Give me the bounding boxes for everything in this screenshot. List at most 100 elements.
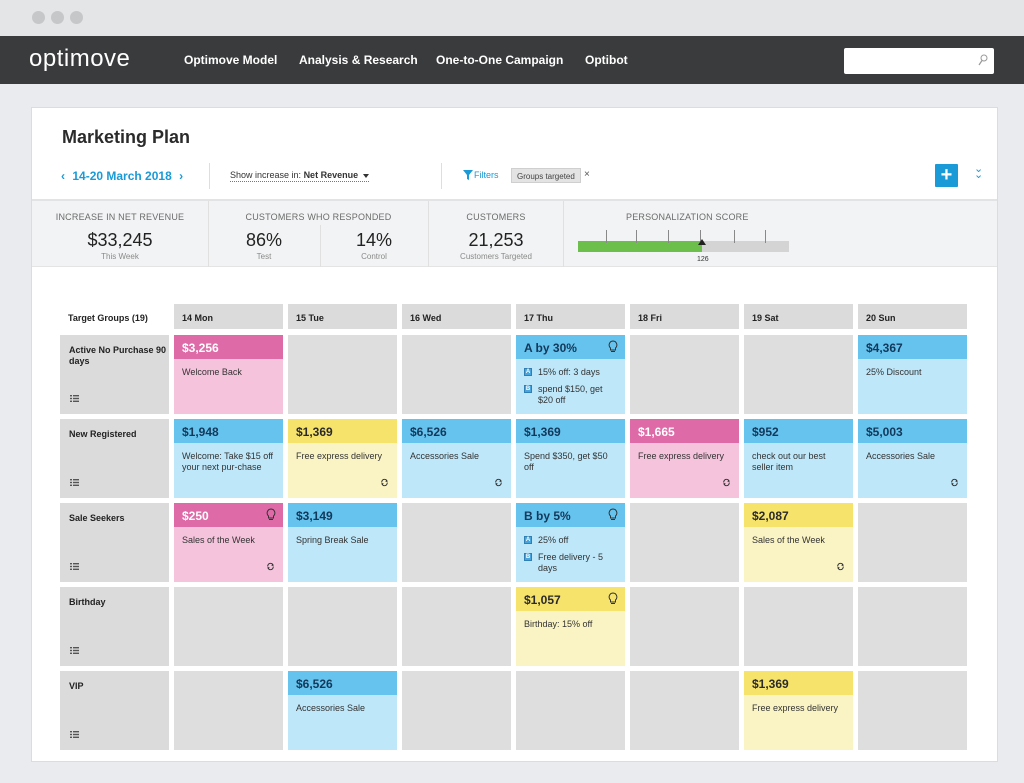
campaign-amount: $1,948 bbox=[174, 419, 283, 443]
empty-cell[interactable] bbox=[744, 587, 853, 666]
target-group-label[interactable]: Active No Purchase 90 days bbox=[60, 335, 169, 414]
empty-cell[interactable] bbox=[174, 671, 283, 750]
stat-personalization: PERSONALIZATION SCORE bbox=[564, 201, 997, 267]
target-group-name: Sale Seekers bbox=[69, 513, 125, 523]
filters-button[interactable]: Filters bbox=[463, 170, 499, 180]
target-group-label[interactable]: Birthday bbox=[60, 587, 169, 666]
add-campaign-button[interactable]: + bbox=[935, 164, 958, 187]
nav-item-optimove-model[interactable]: Optimove Model bbox=[184, 53, 278, 67]
ab-test-option: A 25% off bbox=[524, 535, 617, 546]
empty-cell[interactable] bbox=[858, 503, 967, 582]
campaign-amount: $5,003 bbox=[858, 419, 967, 443]
stats-bar: INCREASE IN NET REVENUE $33,245 This Wee… bbox=[32, 199, 997, 267]
campaign-tile[interactable]: $6,526 Accessories Sale bbox=[402, 419, 511, 498]
empty-cell[interactable] bbox=[630, 335, 739, 414]
search-icon[interactable] bbox=[978, 54, 988, 67]
campaign-tile[interactable]: $1,665 Free express delivery bbox=[630, 419, 739, 498]
show-increase-label: Show increase in: bbox=[230, 170, 302, 180]
list-icon[interactable] bbox=[70, 562, 79, 573]
date-range-picker[interactable]: ‹ 14-20 March 2018 › bbox=[61, 169, 183, 183]
campaign-amount-text: A by 30% bbox=[524, 341, 577, 355]
empty-cell[interactable] bbox=[516, 671, 625, 750]
campaign-tile[interactable]: $250 Sales of the Week bbox=[174, 503, 283, 582]
target-group-label[interactable]: Sale Seekers bbox=[60, 503, 169, 582]
empty-cell[interactable] bbox=[402, 503, 511, 582]
target-group-label[interactable]: New Registered bbox=[60, 419, 169, 498]
empty-cell[interactable] bbox=[288, 335, 397, 414]
variant-text: 25% off bbox=[538, 535, 569, 545]
empty-cell[interactable] bbox=[630, 503, 739, 582]
window-zoom-dot[interactable] bbox=[70, 11, 83, 24]
campaign-tile[interactable]: B by 5% A 25% off B Free delivery - 5 days bbox=[516, 503, 625, 582]
day-header: 14 Mon bbox=[174, 304, 283, 329]
campaign-tile[interactable]: $1,369 Free express delivery bbox=[288, 419, 397, 498]
campaign-body: Welcome: Take $15 off your next pur-chas… bbox=[182, 451, 274, 472]
empty-cell[interactable] bbox=[402, 335, 511, 414]
empty-cell[interactable] bbox=[288, 587, 397, 666]
page-title: Marketing Plan bbox=[62, 127, 191, 147]
campaign-tile[interactable]: $952 check out our best seller item bbox=[744, 419, 853, 498]
expand-chevron-icon[interactable]: ⌄ ⌄ bbox=[974, 163, 984, 181]
campaign-body: Spring Break Sale bbox=[296, 535, 369, 545]
lightbulb-icon[interactable] bbox=[608, 508, 618, 524]
lightbulb-icon[interactable] bbox=[608, 592, 618, 608]
campaign-tile[interactable]: $1,057 Birthday: 15% off bbox=[516, 587, 625, 666]
ab-test-option: B Free delivery - 5 days bbox=[524, 552, 617, 574]
lightbulb-icon[interactable] bbox=[266, 508, 276, 524]
nav-item-analysis-research[interactable]: Analysis & Research bbox=[299, 53, 418, 67]
score-tick bbox=[734, 230, 735, 243]
day-header: 18 Fri bbox=[630, 304, 739, 329]
variant-badge: A bbox=[524, 536, 532, 544]
stat-value: $33,245 bbox=[87, 230, 153, 250]
campaign-amount-text: $250 bbox=[182, 509, 209, 523]
variant-badge: A bbox=[524, 368, 532, 376]
campaign-tile[interactable]: $1,948 Welcome: Take $15 off your next pu… bbox=[174, 419, 283, 498]
show-increase-dropdown[interactable]: Show increase in: Net Revenue bbox=[230, 170, 370, 182]
campaign-tile[interactable]: $2,087 Sales of the Week bbox=[744, 503, 853, 582]
list-icon[interactable] bbox=[70, 394, 79, 405]
lightbulb-icon[interactable] bbox=[608, 340, 618, 356]
score-tick bbox=[700, 230, 701, 243]
empty-cell[interactable] bbox=[858, 671, 967, 750]
list-icon[interactable] bbox=[70, 646, 79, 657]
recurring-icon bbox=[722, 474, 731, 492]
campaign-tile[interactable]: $3,149 Spring Break Sale bbox=[288, 503, 397, 582]
empty-cell[interactable] bbox=[630, 587, 739, 666]
target-group-label[interactable]: VIP bbox=[60, 671, 169, 750]
toolbar-divider bbox=[441, 163, 442, 189]
campaign-tile[interactable]: $1,369 Free express delivery bbox=[744, 671, 853, 750]
window-minimize-dot[interactable] bbox=[51, 11, 64, 24]
empty-cell[interactable] bbox=[858, 587, 967, 666]
nav-item-one-to-one-campaign[interactable]: One-to-One Campaign bbox=[436, 53, 564, 67]
stat-customers: CUSTOMERS 21,253 Customers Targeted bbox=[429, 201, 564, 267]
empty-cell[interactable] bbox=[174, 587, 283, 666]
day-header: 17 Thu bbox=[516, 304, 625, 329]
list-icon[interactable] bbox=[70, 730, 79, 741]
campaign-tile[interactable]: $6,526 Accessories Sale bbox=[288, 671, 397, 750]
campaign-tile[interactable]: $1,369 Spend $350, get $50 off bbox=[516, 419, 625, 498]
toolbar-divider bbox=[209, 163, 210, 189]
window-close-dot[interactable] bbox=[32, 11, 45, 24]
prev-week-icon[interactable]: ‹ bbox=[61, 169, 65, 183]
remove-filter-icon[interactable]: × bbox=[584, 169, 590, 180]
empty-cell[interactable] bbox=[402, 587, 511, 666]
empty-cell[interactable] bbox=[630, 671, 739, 750]
list-icon[interactable] bbox=[70, 478, 79, 489]
campaign-tile[interactable]: $4,367 25% Discount bbox=[858, 335, 967, 414]
stat-value: 21,253 bbox=[468, 230, 524, 250]
app-logo[interactable]: optimove bbox=[29, 45, 131, 72]
campaign-tile[interactable]: $3,256 Welcome Back bbox=[174, 335, 283, 414]
campaign-amount-text: $1,948 bbox=[182, 425, 219, 439]
empty-cell[interactable] bbox=[744, 335, 853, 414]
nav-item-optibot[interactable]: Optibot bbox=[585, 53, 628, 67]
next-week-icon[interactable]: › bbox=[179, 169, 184, 183]
campaign-amount-text: $952 bbox=[752, 425, 779, 439]
campaign-tile[interactable]: $5,003 Accessories Sale bbox=[858, 419, 967, 498]
search-input[interactable] bbox=[844, 48, 994, 74]
empty-cell[interactable] bbox=[402, 671, 511, 750]
campaign-body: Free express delivery bbox=[638, 451, 725, 461]
filter-chip[interactable]: Groups targeted bbox=[511, 168, 581, 183]
day-header: 15 Tue bbox=[288, 304, 397, 329]
